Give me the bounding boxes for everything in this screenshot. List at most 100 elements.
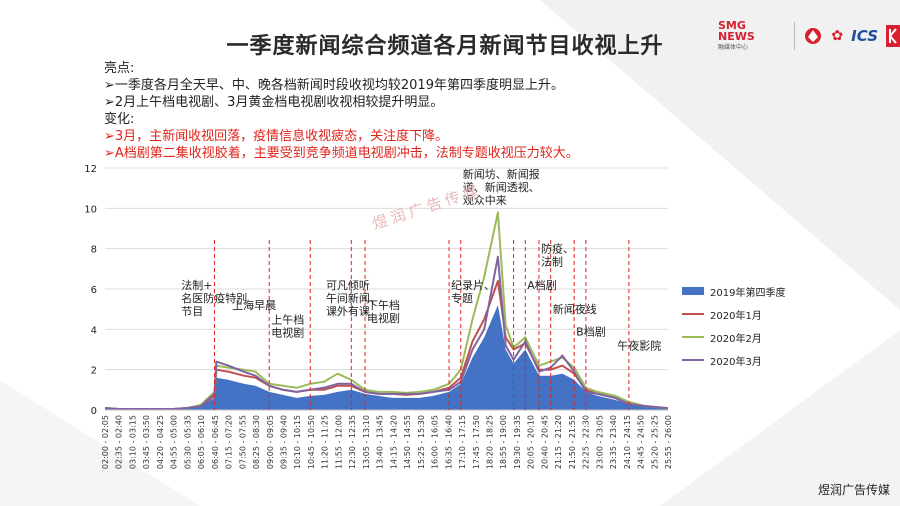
x-tick-label: 16:00 - 16:05 (431, 415, 440, 469)
annotation-line: 电视剧 (367, 311, 400, 325)
changes-label: 变化: (104, 112, 135, 127)
program-annotation: 纪录片、专题 (451, 279, 495, 305)
x-tick-label: 21:50 - 21:55 (568, 415, 577, 469)
x-tick-label: 14:15 - 14:20 (389, 415, 398, 469)
y-tick-label: 8 (91, 245, 97, 256)
x-tick-label: 04:55 - 05:00 (170, 415, 179, 469)
legend-swatch-jan (682, 313, 704, 315)
y-tick-label: 4 (91, 325, 97, 336)
logo-group: SMG NEWS 融媒体中心 ✿ ICS (718, 18, 900, 54)
program-annotation: 午夜影院 (617, 339, 661, 353)
legend-swatch-q4 (682, 287, 704, 295)
logo-divider (794, 22, 796, 50)
y-tick-label: 12 (84, 164, 97, 175)
annotation-line: 午间新闻、 (326, 291, 381, 305)
annotation-line: 名医防疫特别 (181, 291, 247, 305)
footer-brand: 煜润广告传媒 (817, 483, 890, 497)
x-tick-label: 07:50 - 07:55 (238, 415, 247, 469)
annotation-line: 上海早晨 (232, 298, 276, 312)
highlight-line-1: ➢一季度各月全天早、中、晚各档新闻时段收视均较2019年第四季度明显上升。 (104, 78, 564, 93)
annotation-line: 电视剧 (271, 325, 304, 339)
highlights-label: 亮点: (104, 61, 135, 76)
x-tick-label: 12:30 - 12:35 (348, 415, 357, 469)
annotation-line: 上午档 (271, 312, 304, 326)
x-tick-label: 24:10 - 24:15 (623, 415, 632, 469)
slide-title: 一季度新闻综合频道各月新闻节目收视上升 (226, 34, 664, 59)
legend-item-mar: 2020年3月 (682, 351, 785, 369)
annotation-line: 纪录片、 (451, 279, 495, 292)
annotation-line: 课外有课 (326, 304, 370, 318)
ics-logo: ICS (851, 27, 879, 45)
x-tick-label: 25:20 - 25:25 (650, 415, 659, 469)
x-tick-label: 13:05 - 13:10 (362, 415, 371, 469)
x-tick-label: 15:25 - 15:30 (417, 415, 426, 469)
x-tick-label: 17:10 - 17:15 (458, 415, 467, 469)
program-annotation: 上午档电视剧 (271, 312, 304, 339)
tulip-mark-icon: ✿ (831, 28, 844, 44)
x-tick-label: 14:50 - 14:55 (403, 415, 412, 469)
x-tick-label: 03:45 - 03:50 (142, 415, 151, 469)
x-tick-label: 04:20 - 04:25 (156, 415, 165, 469)
legend-item-q4: 2019年第四季度 (682, 282, 785, 300)
change-line-2: ➢A档剧第二集收视胶着，主要受到竞争频道电视剧冲击，法制专题收视压力较大。 (104, 146, 579, 161)
program-annotation: 新闻夜线 (553, 302, 597, 316)
x-tick-label: 23:00 - 23:05 (595, 415, 604, 469)
smg-logo-subtext: 融媒体中心 (718, 43, 749, 51)
change-line-1: ➢3月，主新闻收视回落，疫情信息收视疲态，关注度下降。 (104, 129, 449, 144)
x-tick-label: 07:15 - 07:20 (225, 415, 234, 469)
program-annotation: B档剧 (576, 324, 606, 338)
series-area-2019q4 (105, 305, 668, 410)
x-tick-label: 11:55 - 12:00 (334, 415, 343, 469)
annotation-line: 道、新闻透视、 (463, 180, 540, 194)
y-tick-label: 6 (91, 285, 97, 296)
legend-item-jan: 2020年1月 (682, 305, 785, 323)
annotation-line: A档剧 (527, 278, 557, 292)
x-tick-label: 18:20 - 18:25 (485, 415, 494, 469)
x-tick-label: 23:35 - 23:40 (609, 415, 618, 469)
program-annotation: 新闻坊、新闻报道、新闻透视、观众中来 (463, 167, 540, 207)
annotation-line: 法制 (541, 255, 563, 269)
highlight-line-2: ➢2月上午档电视剧、3月黄金档电视剧收视相较提升明显。 (104, 95, 444, 110)
smg-news-logo: SMG NEWS 融媒体中心 (718, 20, 786, 53)
x-tick-label: 03:10 - 03:15 (128, 415, 137, 469)
annotation-line: B档剧 (576, 324, 606, 338)
annotation-line: 下午档 (367, 298, 400, 312)
x-tick-label: 10:45 - 10:50 (307, 415, 316, 469)
x-tick-label: 21:15 - 21:20 (554, 415, 563, 469)
x-tick-label: 20:05 - 20:10 (527, 415, 536, 469)
annotation-line: 新闻坊、新闻报 (463, 167, 540, 181)
program-annotation: 法制+名医防疫特别节目 (181, 278, 247, 318)
x-tick-label: 05:30 - 05:35 (183, 415, 192, 469)
program-annotation: 上海早晨 (232, 298, 276, 312)
annotation-line: 专题 (451, 291, 473, 305)
legend-label-jan: 2020年1月 (710, 310, 762, 322)
y-tick-label: 2 (91, 366, 97, 377)
annotation-line: 午夜影院 (617, 339, 661, 353)
x-tick-label: 13:40 - 13:45 (376, 415, 385, 469)
x-tick-label: 06:05 - 06:10 (197, 415, 206, 469)
program-annotation: 可凡倾听午间新闻、课外有课 (326, 279, 381, 318)
x-tick-label: 06:40 - 06:45 (211, 415, 220, 469)
x-tick-label: 08:25 - 08:30 (252, 415, 261, 469)
x-tick-label: 09:35 - 09:40 (280, 415, 289, 469)
k-logo-icon (886, 25, 900, 47)
legend-item-feb: 2020年2月 (682, 328, 785, 346)
legend-swatch-feb (682, 336, 704, 338)
notes-block: 亮点: ➢一季度各月全天早、中、晚各档新闻时段收视均较2019年第四季度明显上升… (104, 60, 579, 162)
annotation-line: 防疫、 (541, 242, 574, 256)
legend-label-mar: 2020年3月 (710, 356, 762, 368)
x-tick-label: 22:25 - 22:30 (582, 415, 591, 469)
legend-label-feb: 2020年2月 (710, 333, 762, 345)
legend-swatch-mar (682, 359, 704, 361)
chart-legend: 2019年第四季度 2020年1月 2020年2月 2020年3月 (682, 282, 785, 374)
annotation-line: 可凡倾听 (326, 279, 370, 292)
x-tick-label: 09:00 - 09:05 (266, 415, 275, 469)
program-annotation: A档剧 (527, 278, 557, 292)
x-tick-label: 19:30 - 19:35 (513, 415, 522, 469)
annotation-line: 法制+ (181, 278, 212, 292)
x-tick-label: 24:45 - 24:50 (637, 415, 646, 469)
x-tick-label: 10:10 - 10:15 (293, 415, 302, 469)
x-tick-label: 17:45 - 17:50 (472, 415, 481, 469)
